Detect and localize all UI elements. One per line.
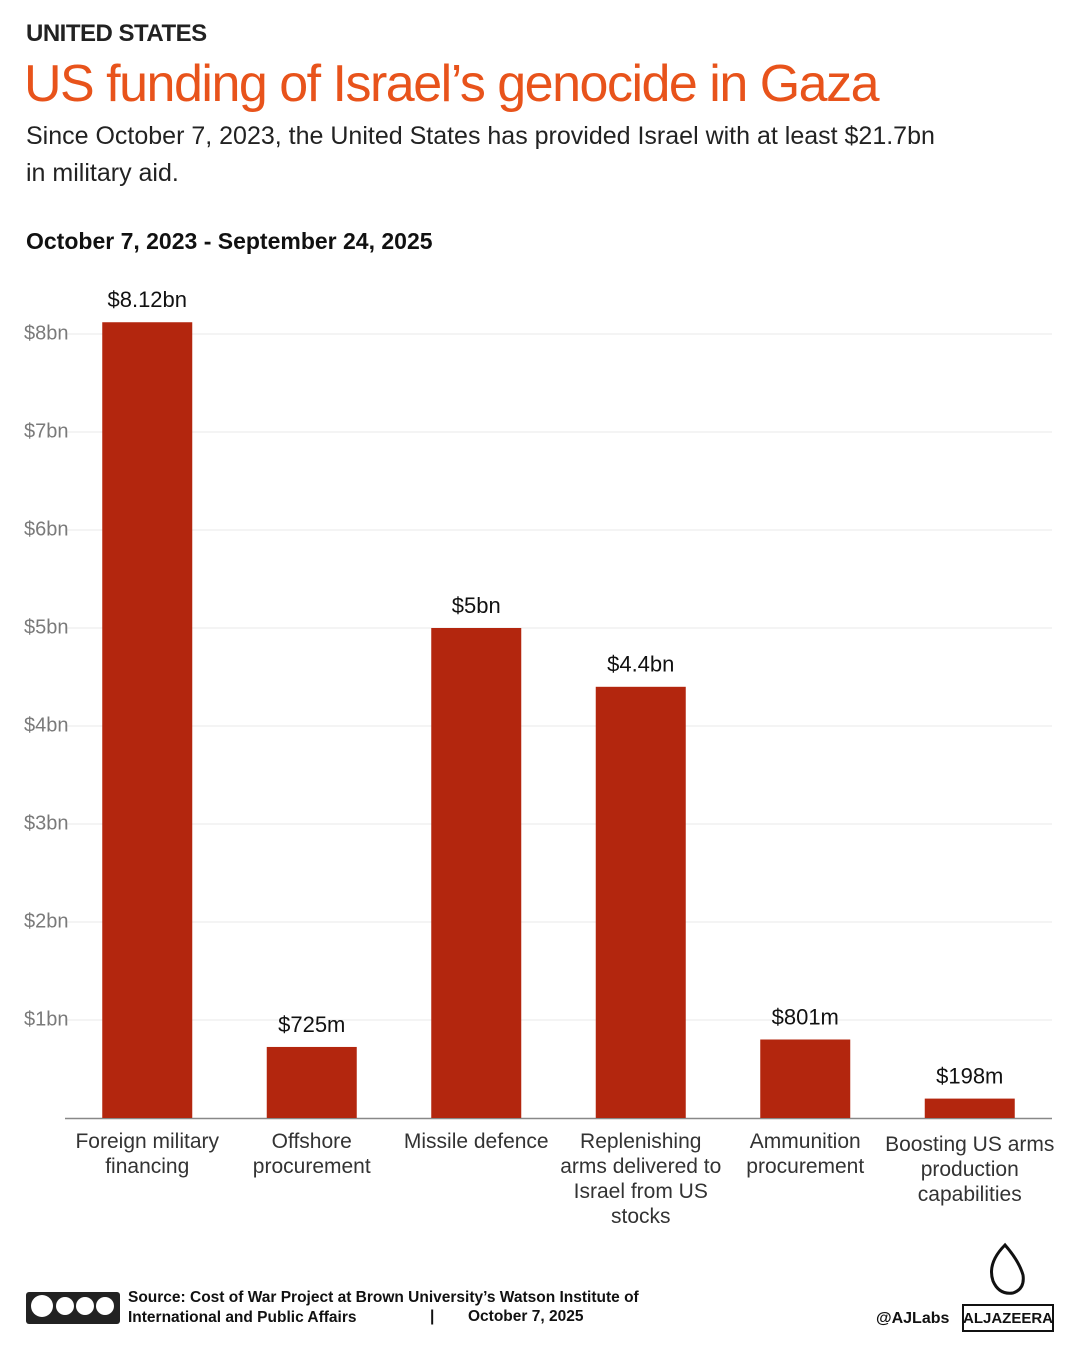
- handle: @AJLabs: [876, 1310, 950, 1327]
- y-tick-label: $7bn: [24, 420, 69, 442]
- value-label: $4.4bn: [607, 652, 674, 677]
- bar: [102, 322, 193, 1118]
- chart-title: US funding of Israel’s genocide in Gaza: [24, 55, 880, 113]
- bar: [760, 1039, 851, 1118]
- kicker: UNITED STATES: [26, 20, 207, 47]
- date: October 7, 2025: [468, 1308, 584, 1325]
- y-tick-label: $1bn: [24, 1008, 69, 1030]
- value-label: $198m: [936, 1063, 1003, 1088]
- y-tick-label: $6bn: [24, 518, 69, 540]
- x-tick-label: Ammunition procurement: [746, 1130, 865, 1178]
- bar: [595, 686, 686, 1118]
- brand: ALJAZEERA: [963, 1310, 1054, 1327]
- x-tick-label: Boosting US arms production capabilities: [885, 1133, 1055, 1206]
- x-tick-label: Foreign military financing: [75, 1130, 220, 1178]
- aljazeera-logo: [962, 1242, 1054, 1332]
- subtitle: Since October 7, 2023, the United States…: [26, 122, 935, 187]
- bar: [431, 628, 522, 1118]
- bar: [924, 1098, 1015, 1118]
- source: Source: Cost of War Project at Brown Uni…: [128, 1289, 639, 1326]
- y-tick-label: $8bn: [24, 322, 69, 344]
- value-label: $8.12bn: [107, 287, 187, 312]
- value-label: $801m: [772, 1004, 839, 1029]
- y-tick-label: $3bn: [24, 812, 69, 834]
- x-tick-label: Replenishing arms delivered to Israel fr…: [560, 1130, 722, 1228]
- y-tick-label: $4bn: [24, 714, 69, 736]
- cc-icon: [26, 1292, 120, 1324]
- separator: |: [430, 1308, 435, 1325]
- value-label: $725m: [278, 1012, 345, 1037]
- y-tick-label: $2bn: [24, 910, 69, 932]
- bar: [266, 1046, 357, 1118]
- y-tick-label: $5bn: [24, 616, 69, 638]
- period: October 7, 2023 - September 24, 2025: [26, 228, 433, 254]
- value-label: $5bn: [452, 593, 501, 618]
- x-tick-label: Offshore procurement: [252, 1130, 371, 1178]
- x-tick-label: Missile defence: [403, 1130, 549, 1153]
